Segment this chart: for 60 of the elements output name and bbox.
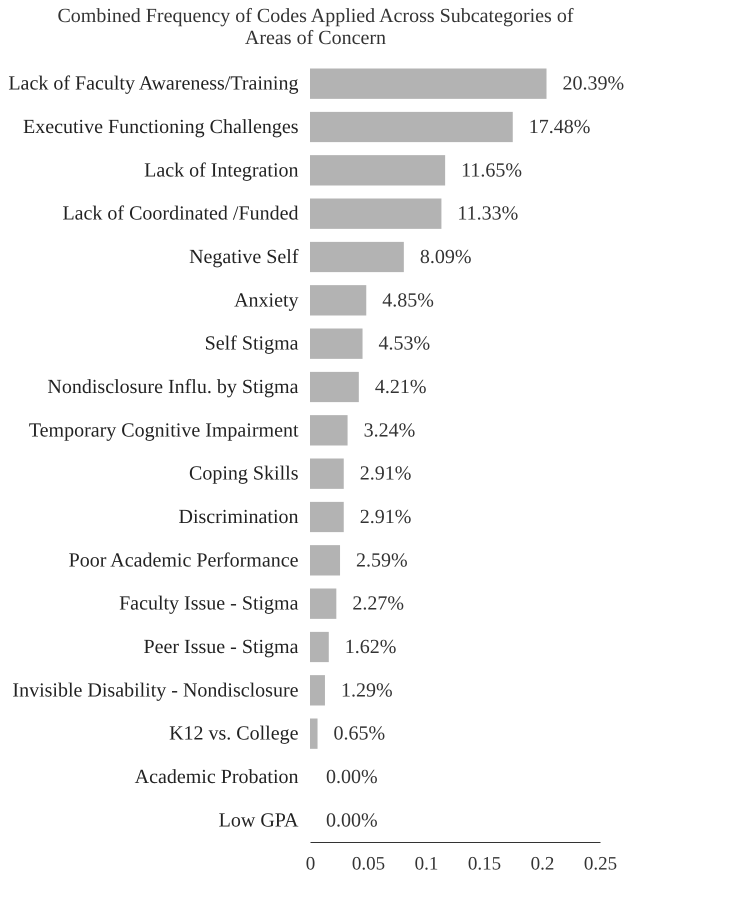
bar bbox=[310, 68, 547, 99]
bar bbox=[310, 545, 340, 576]
x-tick-label: 0.15 bbox=[468, 854, 502, 874]
data-label: 17.48% bbox=[528, 116, 590, 138]
y-tick-label: Anxiety bbox=[234, 289, 298, 312]
y-tick-label: Lack of Coordinated /Funded bbox=[62, 202, 298, 225]
y-tick-label: Invisible Disability - Nondisclosure bbox=[12, 679, 299, 702]
data-label: 0.00% bbox=[326, 766, 378, 788]
data-label: 1.29% bbox=[340, 679, 393, 702]
x-tick-label: 0 bbox=[306, 854, 316, 874]
y-tick-label: Self Stigma bbox=[204, 332, 299, 355]
y-tick-label: K12 vs. College bbox=[169, 722, 299, 745]
bar bbox=[310, 675, 325, 706]
bar bbox=[310, 372, 359, 402]
data-label: 1.62% bbox=[344, 636, 396, 658]
data-label: 2.59% bbox=[356, 549, 408, 572]
bar bbox=[310, 155, 446, 186]
y-tick-label: Executive Functioning Challenges bbox=[23, 116, 299, 138]
data-label: 0.65% bbox=[334, 722, 386, 745]
y-tick-label: Temporary Cognitive Impairment bbox=[28, 419, 299, 442]
x-tick-label: 0.25 bbox=[584, 854, 618, 874]
bar bbox=[310, 415, 348, 446]
data-label: 4.53% bbox=[378, 332, 430, 355]
bar bbox=[310, 588, 336, 619]
data-label: 0.00% bbox=[326, 809, 378, 832]
bar bbox=[310, 502, 344, 532]
x-tick-label: 0.05 bbox=[352, 854, 386, 874]
data-label: 11.33% bbox=[457, 202, 518, 225]
bar bbox=[310, 112, 513, 142]
data-label: 2.27% bbox=[352, 592, 404, 615]
bar bbox=[310, 242, 404, 272]
chart-title: Combined Frequency of Codes Applied Across Subcategories of bbox=[57, 5, 574, 27]
bar bbox=[310, 632, 329, 662]
data-label: 3.24% bbox=[364, 419, 416, 442]
bar bbox=[310, 328, 363, 359]
y-tick-label: Lack of Integration bbox=[144, 159, 298, 182]
y-tick-label: Poor Academic Performance bbox=[68, 549, 299, 572]
data-label: 4.21% bbox=[374, 376, 427, 398]
y-tick-label: Negative Self bbox=[189, 246, 299, 268]
x-tick-label: 0.2 bbox=[530, 854, 554, 874]
y-tick-label: Coping Skills bbox=[189, 462, 299, 485]
chart-subtitle: Areas of Concern bbox=[244, 27, 386, 49]
y-tick-label: Faculty Issue - Stigma bbox=[119, 592, 299, 615]
y-tick-label: Low GPA bbox=[218, 809, 300, 832]
data-label: 11.65% bbox=[461, 159, 522, 182]
data-label: 2.91% bbox=[360, 506, 412, 528]
data-label: 8.09% bbox=[420, 246, 472, 268]
y-tick-label: Lack of Faculty Awareness/Training bbox=[8, 72, 298, 95]
bar bbox=[310, 285, 366, 316]
y-tick-label: Peer Issue - Stigma bbox=[144, 636, 299, 658]
data-label: 4.85% bbox=[382, 289, 434, 312]
data-label: 2.91% bbox=[360, 462, 412, 485]
bar bbox=[310, 198, 442, 229]
x-tick-label: 0.1 bbox=[414, 854, 438, 874]
bar bbox=[310, 718, 318, 749]
bar bbox=[310, 458, 344, 489]
y-tick-label: Academic Probation bbox=[134, 766, 298, 788]
y-tick-label: Nondisclosure Influ. by Stigma bbox=[47, 376, 299, 398]
data-label: 20.39% bbox=[562, 72, 624, 95]
y-tick-label: Discrimination bbox=[178, 506, 298, 528]
